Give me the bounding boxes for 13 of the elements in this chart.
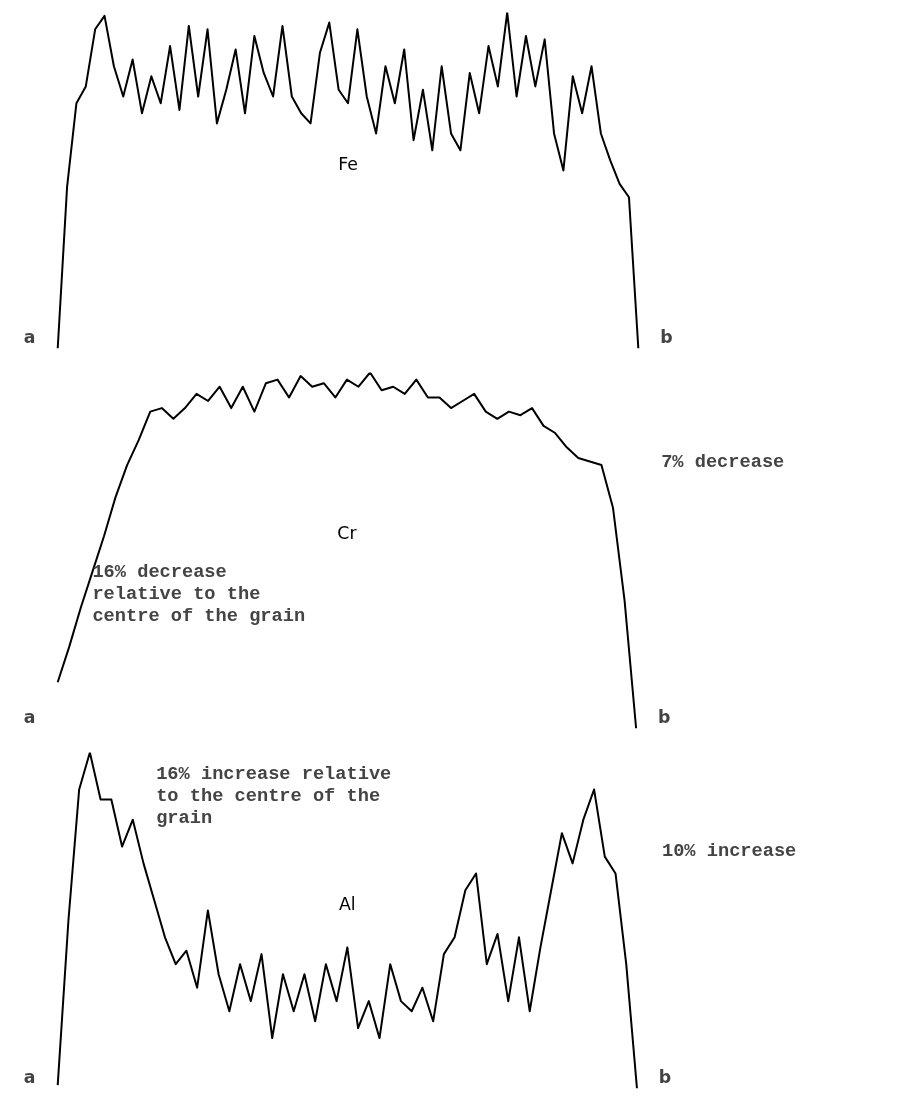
text: b <box>658 1066 672 1087</box>
annotation: 16% increase relative to the centre of the grain <box>156 762 392 829</box>
text: Al <box>339 893 356 914</box>
series-label: Fe <box>338 153 358 174</box>
text: Cr <box>337 522 358 543</box>
text: b <box>660 326 673 347</box>
text: 7% decrease <box>661 450 785 473</box>
text: a <box>23 326 36 347</box>
text: b <box>657 706 671 727</box>
annotation: 16% decrease relative to the centre of the grain <box>92 561 306 628</box>
text: 10% increase <box>661 839 797 862</box>
text: a <box>23 706 36 727</box>
text: a <box>23 1066 36 1087</box>
